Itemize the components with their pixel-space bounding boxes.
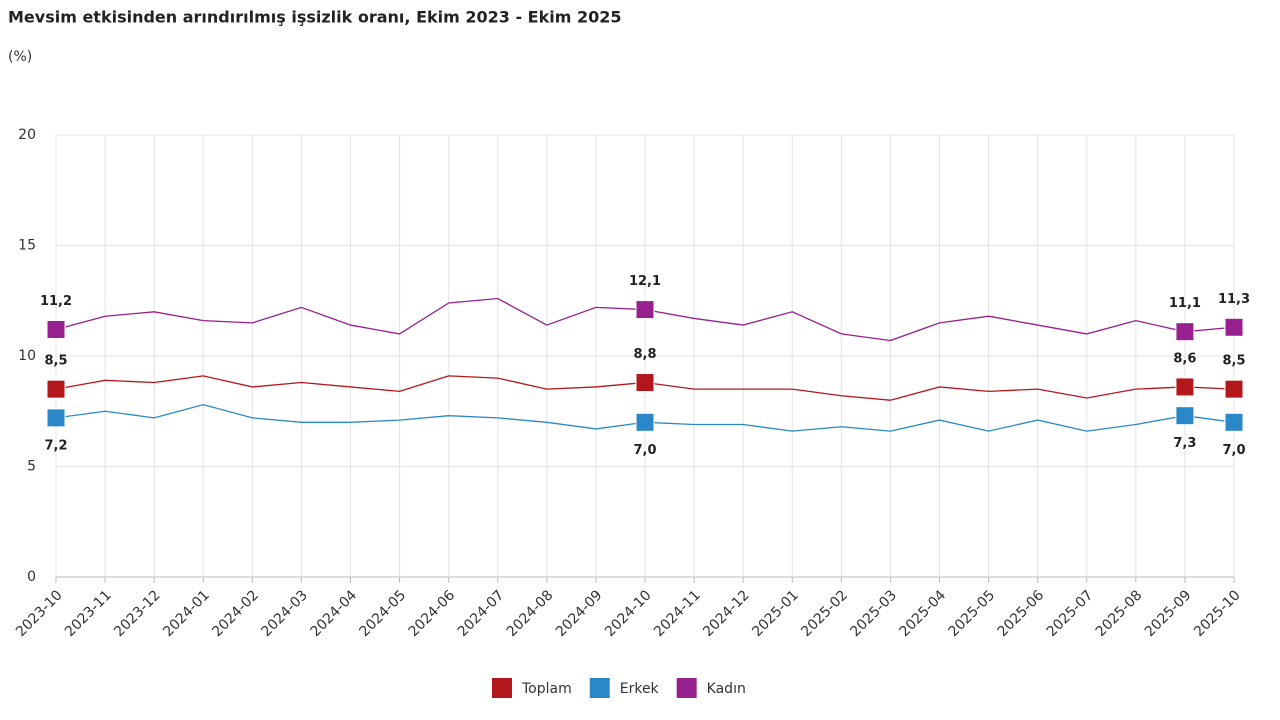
value-label: 11,1 <box>1169 296 1201 311</box>
y-tick-label: 5 <box>27 459 36 475</box>
x-tick-label: 2024-12 <box>700 587 753 640</box>
point-marker <box>1224 412 1244 432</box>
x-tick-label: 2024-07 <box>455 587 508 640</box>
value-label: 11,3 <box>1218 292 1250 307</box>
x-tick-label: 2023-11 <box>62 587 115 640</box>
y-tick-label: 20 <box>18 127 36 143</box>
value-label: 8,8 <box>633 347 656 362</box>
legend-label: Kadın <box>707 681 746 697</box>
value-label: 8,5 <box>44 354 67 369</box>
point-marker <box>635 412 655 432</box>
x-tick-label: 2025-02 <box>798 587 851 640</box>
x-tick-label: 2024-04 <box>307 587 360 640</box>
x-tick-label: 2023-12 <box>111 587 164 640</box>
legend-label: Erkek <box>620 681 660 697</box>
point-marker <box>1224 317 1244 337</box>
chart-subtitle: (%) <box>8 49 32 65</box>
value-label: 12,1 <box>629 274 661 289</box>
x-tick-label: 2024-05 <box>357 587 410 640</box>
value-label: 7,0 <box>633 443 656 458</box>
x-tick-label: 2024-02 <box>209 587 262 640</box>
point-marker <box>46 319 66 339</box>
x-tick-label: 2024-01 <box>160 587 213 640</box>
point-marker <box>635 373 655 393</box>
x-tick-label: 2024-11 <box>651 587 704 640</box>
x-tick-label: 2025-06 <box>995 587 1048 640</box>
y-tick-label: 0 <box>27 569 36 585</box>
value-label: 8,6 <box>1173 351 1196 366</box>
point-marker <box>635 300 655 320</box>
legend-swatch <box>492 678 512 698</box>
value-label: 8,5 <box>1222 354 1245 369</box>
value-label: 7,0 <box>1222 443 1245 458</box>
x-tick-label: 2025-08 <box>1093 587 1146 640</box>
x-tick-label: 2024-10 <box>602 587 655 640</box>
point-marker <box>46 408 66 428</box>
point-marker <box>46 379 66 399</box>
x-tick-label: 2025-07 <box>1044 587 1097 640</box>
point-marker <box>1175 377 1195 397</box>
point-marker <box>1224 379 1244 399</box>
chart-title: Mevsim etkisinden arındırılmış işsizlik … <box>8 8 622 27</box>
value-label: 7,3 <box>1173 436 1196 451</box>
x-tick-label: 2025-04 <box>896 587 949 640</box>
y-tick-label: 15 <box>18 238 36 254</box>
x-tick-label: 2025-03 <box>847 587 900 640</box>
x-tick-label: 2025-05 <box>946 587 999 640</box>
x-tick-label: 2024-03 <box>258 587 311 640</box>
legend-swatch <box>676 678 697 698</box>
x-tick-label: 2023-10 <box>13 587 66 640</box>
x-tick-label: 2024-08 <box>504 587 557 640</box>
point-marker <box>1175 406 1195 426</box>
x-tick-label: 2025-09 <box>1142 587 1195 640</box>
x-tick-label: 2025-01 <box>749 587 802 640</box>
point-marker <box>1175 322 1195 342</box>
legend-swatch <box>589 678 610 698</box>
x-tick-label: 2025-10 <box>1191 587 1244 640</box>
y-tick-label: 10 <box>18 348 36 364</box>
x-tick-label: 2024-06 <box>406 587 459 640</box>
value-label: 11,2 <box>40 294 72 309</box>
x-tick-label: 2024-09 <box>553 587 606 640</box>
value-label: 7,2 <box>44 438 67 453</box>
legend-label: Toplam <box>521 681 572 697</box>
